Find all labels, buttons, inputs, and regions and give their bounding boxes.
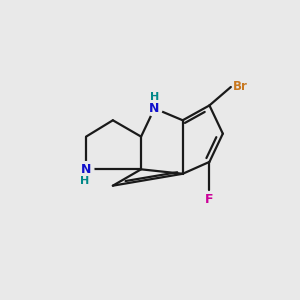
Text: N: N — [149, 102, 160, 115]
Text: H: H — [80, 176, 89, 186]
Text: F: F — [205, 193, 214, 206]
Text: Br: Br — [233, 80, 248, 94]
Text: H: H — [150, 92, 159, 102]
Text: N: N — [81, 163, 91, 176]
Circle shape — [78, 162, 94, 177]
Circle shape — [147, 101, 162, 116]
